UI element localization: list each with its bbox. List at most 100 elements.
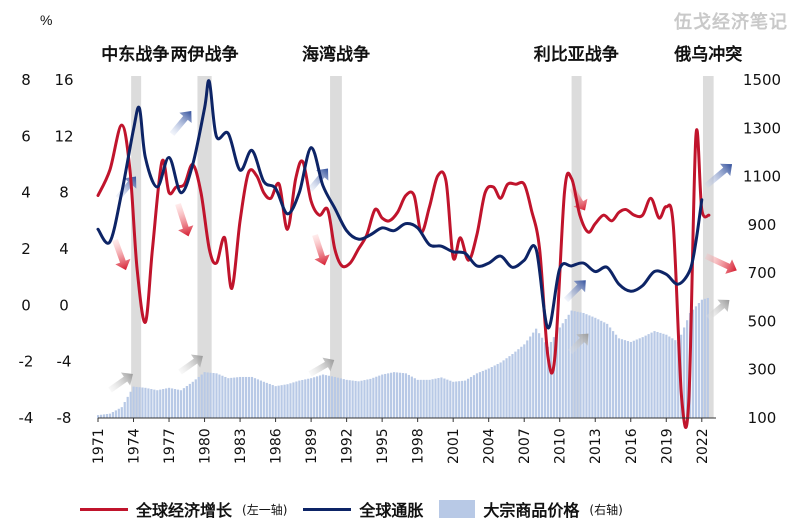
commodity-bar-56 (262, 381, 265, 418)
commodity-bar-52 (250, 376, 254, 418)
legend: 全球经济增长 (左一轴) 全球通胀 大宗商品价格 (右轴) (80, 494, 623, 524)
arrow-commodity-up-1 (108, 372, 133, 393)
commodity-bar-144 (523, 344, 526, 418)
commodity-bar-129 (478, 372, 482, 418)
x-tick-label-9: 1998 (411, 428, 427, 464)
commodity-bar-176 (617, 338, 621, 418)
commodity-bar-175 (614, 334, 618, 418)
commodity-bar-102 (398, 372, 402, 418)
event-label-0: 中东战争 (101, 44, 169, 65)
commodity-bar-135 (496, 363, 499, 418)
commodity-tick-label-4: 700 (748, 264, 777, 282)
commodity-bar-110 (422, 379, 425, 418)
commodity-bar-48 (239, 376, 242, 418)
commodity-bar-165 (585, 314, 588, 418)
commodity-bar-25 (170, 388, 174, 418)
commodity-bar-34 (197, 376, 200, 418)
arrow-inflation-up-5 (704, 163, 733, 189)
commodity-bar-74 (316, 376, 319, 418)
x-tick-label-2: 1977 (162, 428, 178, 464)
commodity-bar-120 (452, 381, 455, 418)
x-tick-label-13: 2010 (553, 428, 569, 464)
commodity-bar-3 (105, 414, 109, 418)
commodity-bar-159 (567, 314, 570, 418)
commodity-bar-50 (244, 376, 248, 418)
commodity-bar-192 (665, 334, 668, 418)
commodity-bars (97, 297, 709, 418)
commodity-bar-87 (354, 380, 357, 418)
commodity-bar-134 (493, 365, 496, 418)
commodity-bar-179 (626, 341, 629, 418)
legend-item-commodity: 大宗商品价格 (右轴) (439, 497, 623, 521)
arrow-commodity-up-4 (567, 333, 589, 355)
arrow-growth-down-2 (175, 203, 194, 237)
commodity-bar-2 (102, 414, 106, 418)
event-band-1 (197, 76, 212, 418)
x-tick-label-10: 2001 (446, 428, 462, 464)
commodity-bar-32 (191, 381, 194, 418)
commodity-bar-139 (508, 356, 511, 418)
x-tick-label-16: 2019 (659, 428, 675, 464)
commodity-bar-196 (677, 341, 680, 418)
commodity-tick-label-0: 1500 (743, 71, 781, 89)
commodity-bar-33 (194, 379, 197, 418)
commodity-bar-24 (168, 387, 171, 418)
commodity-bar-188 (653, 331, 656, 418)
commodity-bar-112 (428, 379, 431, 418)
commodity-bar-119 (449, 380, 452, 418)
commodity-bar-136 (499, 362, 502, 418)
axes: 1971 1974 1977 1980 1983 1986 1989 1992 1995 1998… (19, 71, 782, 464)
commodity-bar-94 (375, 376, 378, 418)
commodity-bar-154 (552, 337, 556, 418)
commodity-bar-206 (706, 297, 709, 418)
commodity-bar-21 (159, 389, 162, 418)
commodity-tick-label-7: 100 (748, 409, 777, 427)
series-lines (96, 79, 711, 429)
growth-tick-label-5: -2 (19, 353, 34, 371)
commodity-bar-182 (635, 339, 638, 418)
growth-tick-label-4: 0 (21, 296, 31, 314)
commodity-bar-140 (511, 354, 514, 418)
commodity-bar-8 (120, 407, 123, 418)
commodity-bar-16 (144, 387, 147, 418)
growth-tick-label-6: -4 (19, 409, 34, 427)
commodity-bar-69 (301, 379, 304, 418)
commodity-bar-96 (381, 374, 384, 418)
commodity-bar-47 (236, 377, 239, 418)
commodity-bar-126 (469, 376, 473, 418)
commodity-bar-106 (410, 376, 413, 418)
commodity-bar-199 (685, 320, 689, 418)
commodity-bar-132 (487, 368, 490, 418)
commodity-bar-173 (609, 327, 612, 418)
commodity-bar-93 (372, 377, 375, 418)
commodity-bar-201 (691, 309, 695, 418)
commodity-bar-100 (392, 372, 396, 418)
commodity-bar-105 (407, 374, 410, 418)
event-label-1: 两伊战争 (171, 44, 239, 65)
commodity-bar-158 (564, 319, 567, 418)
inflation-tick-label-1: 12 (54, 127, 73, 145)
commodity-bar-128 (475, 373, 479, 418)
commodity-bar-116 (440, 377, 443, 418)
inflation-tick-label-2: 8 (59, 184, 69, 202)
legend-label-growth: 全球经济增长 (136, 501, 233, 520)
commodity-bar-138 (505, 358, 508, 418)
commodity-bar-44 (227, 378, 230, 418)
commodity-bar-13 (135, 386, 138, 418)
commodity-bar-124 (464, 380, 467, 418)
commodity-bar-28 (179, 390, 183, 418)
commodity-bar-107 (413, 378, 416, 418)
commodity-bar-22 (162, 389, 165, 418)
x-tick-label-6: 1989 (304, 428, 320, 464)
commodity-bar-131 (484, 369, 487, 418)
commodity-bar-68 (298, 380, 301, 418)
x-tick-label-7: 1992 (340, 428, 356, 464)
left-axis-unit: % (40, 12, 53, 28)
commodity-bar-90 (363, 380, 366, 418)
commodity-bar-61 (277, 385, 280, 418)
commodity-bar-145 (526, 340, 529, 418)
inflation-tick-label-3: 4 (59, 240, 69, 258)
legend-swatch-commodity (439, 500, 476, 518)
commodity-bar-181 (632, 340, 635, 418)
arrow-commodity-up-3 (308, 357, 335, 377)
